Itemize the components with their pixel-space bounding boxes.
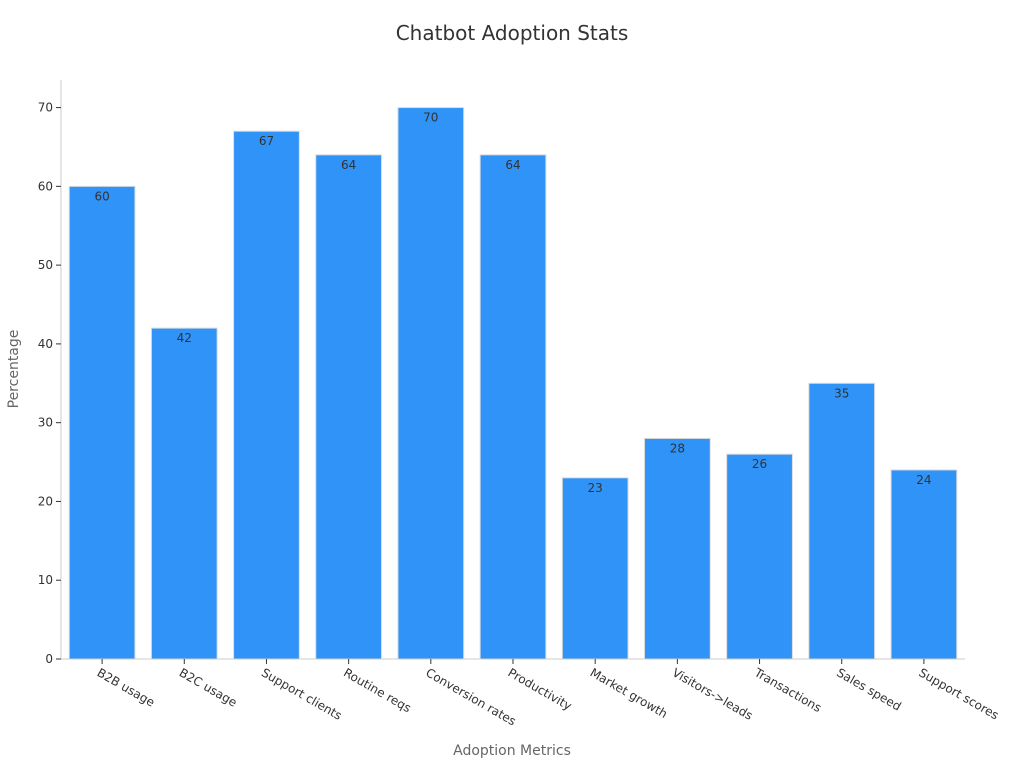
bar-value-label: 23: [588, 481, 603, 495]
bar-value-label: 64: [505, 158, 520, 172]
y-axis: 0 10 20 30 40 50 60 70: [38, 80, 62, 666]
bar-value-label: 67: [259, 134, 274, 148]
x-axis-label: Adoption Metrics: [453, 743, 571, 759]
bar: [150, 327, 218, 660]
x-tick-label: Transactions: [751, 665, 824, 715]
bar: [643, 437, 711, 660]
y-tick-label: 0: [45, 652, 53, 666]
x-axis: B2B usage B2C usage Support clientsRoutine…: [61, 658, 1001, 728]
x-tick-label: Support clients: [259, 665, 344, 722]
y-tick-label: 70: [38, 101, 53, 115]
bar-value-label: 35: [834, 386, 849, 400]
x-tick-label: B2C usage: [177, 665, 240, 709]
x-tick-label: B2B usage: [95, 665, 158, 709]
x-tick-label: Sales speed: [834, 665, 903, 713]
x-tick-label: Routine reqs: [341, 665, 413, 715]
bar: [315, 154, 383, 660]
y-tick-label: 60: [38, 179, 53, 193]
bar-value-label: 26: [752, 457, 767, 471]
bar-value-label: 70: [423, 111, 438, 125]
chart-title: Chatbot Adoption Stats: [396, 21, 629, 45]
bar-value-label: 60: [94, 189, 109, 203]
y-tick-label: 30: [38, 416, 53, 430]
y-axis-label: Percentage: [6, 330, 22, 409]
x-tick-label: Conversion rates: [423, 665, 518, 728]
bar: [808, 382, 876, 660]
bar: [397, 107, 465, 660]
y-tick-label: 10: [38, 573, 53, 587]
bar: [233, 130, 300, 660]
bar-value-label: 42: [177, 331, 192, 345]
x-tick-label: Productivity: [506, 665, 575, 713]
bar-value-label: 64: [341, 158, 356, 172]
x-tick-label: Visitors->leads: [670, 665, 755, 722]
bar-value-label: 28: [670, 441, 685, 455]
bar: [479, 154, 547, 660]
bar: [726, 453, 793, 660]
bars: 60 42 67 64 70 64 23 28 26 35 24: [68, 107, 958, 660]
y-tick-label: 40: [38, 337, 53, 351]
bar: [68, 185, 136, 660]
x-tick-label: Market growth: [588, 665, 670, 721]
y-tick-label: 50: [38, 258, 53, 272]
bar: [890, 469, 958, 660]
bar-value-label: 24: [916, 473, 931, 487]
x-tick-label: Support scores: [916, 665, 1001, 722]
bar: [561, 477, 629, 660]
y-tick-label: 20: [38, 494, 53, 508]
